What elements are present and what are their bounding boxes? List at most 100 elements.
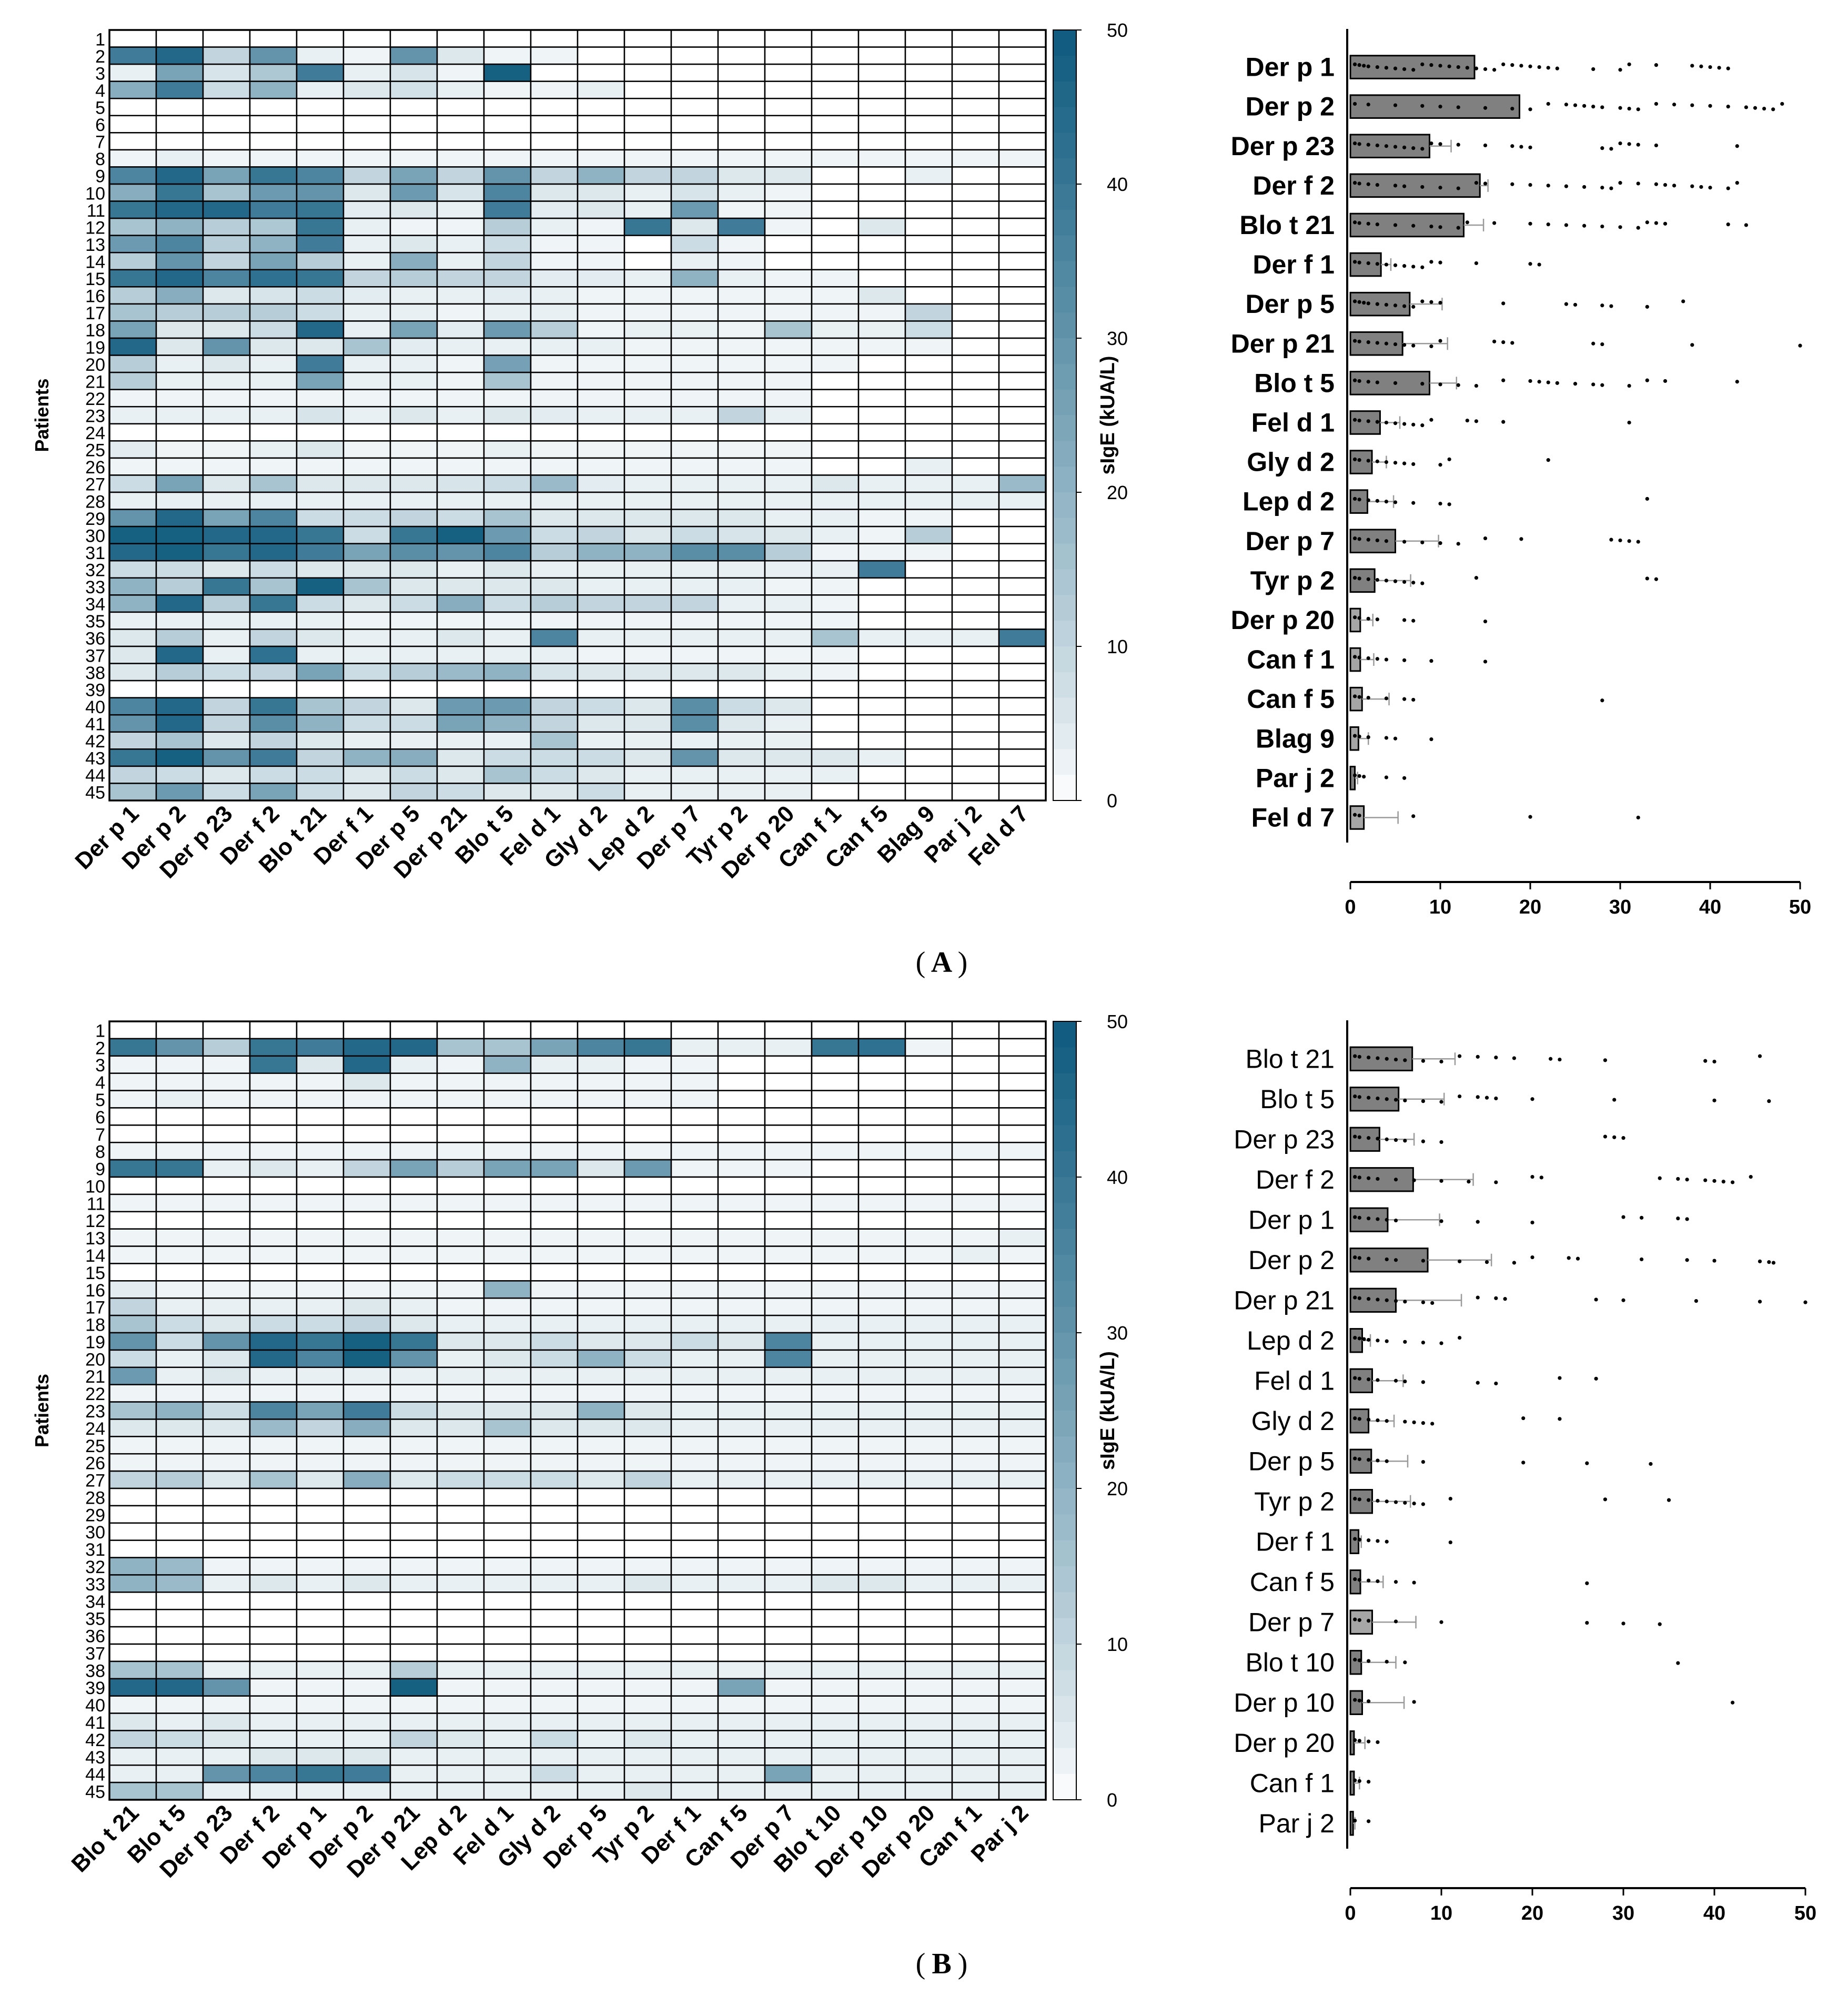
heatmap-cell — [623, 1090, 672, 1109]
heatmap-cell — [623, 1124, 672, 1143]
data-point — [1558, 1417, 1562, 1421]
heatmap-cell — [623, 1608, 672, 1628]
heatmap-cell — [202, 132, 251, 151]
heatmap-cell — [623, 1211, 672, 1230]
heatmap-cell — [483, 1072, 532, 1091]
data-point — [1393, 103, 1398, 107]
heatmap-cell — [811, 1349, 860, 1368]
heatmap-cell — [717, 1626, 766, 1645]
data-point — [1510, 144, 1514, 148]
heatmap-cell — [717, 697, 766, 716]
data-point — [1362, 1337, 1366, 1341]
heatmap-cell — [155, 509, 204, 528]
heatmap-cell — [811, 1730, 860, 1749]
data-point — [1636, 815, 1640, 820]
heatmap-cell — [904, 149, 953, 168]
heatmap-cell — [249, 337, 298, 356]
colorbar-step — [1053, 1021, 1076, 1048]
heatmap-cell — [296, 457, 345, 476]
heatmap-cell — [249, 509, 298, 528]
heatmap-cell — [577, 1418, 625, 1437]
data-point — [1411, 697, 1416, 702]
heatmap-cell — [998, 1747, 1047, 1766]
data-point — [1352, 102, 1357, 106]
data-point — [1352, 418, 1357, 422]
heatmap-cell — [904, 474, 953, 493]
data-point — [1375, 538, 1379, 543]
heatmap-cell — [577, 251, 625, 271]
heatmap-cell — [670, 1401, 719, 1420]
heatmap-cell — [249, 1141, 298, 1161]
heatmap-cell — [951, 29, 1000, 48]
data-point — [1375, 262, 1379, 266]
heatmap-cell — [623, 1505, 672, 1524]
colorbar-step — [1053, 646, 1076, 673]
heatmap-cell — [389, 1366, 438, 1385]
heatmap-cell — [530, 423, 579, 442]
heatmap-cell — [623, 1141, 672, 1161]
data-point — [1352, 496, 1357, 501]
heatmap-cell — [998, 132, 1047, 151]
data-point — [1699, 185, 1703, 189]
heatmap-cell — [811, 1678, 860, 1697]
data-point — [1476, 1055, 1480, 1059]
heatmap-cell — [108, 269, 157, 288]
heatmap-cell — [436, 1643, 485, 1663]
heatmap-cell — [436, 29, 485, 48]
heatmap-cell — [436, 389, 485, 408]
heatmap-cell — [249, 1228, 298, 1247]
category-label: Der p 5 — [1245, 289, 1335, 319]
heatmap-cell — [857, 217, 906, 236]
heatmap-cell — [577, 1124, 625, 1143]
heatmap-cell — [389, 1228, 438, 1247]
heatmap-cell — [436, 286, 485, 305]
heatmap-cell — [951, 1487, 1000, 1507]
heatmap-cell — [202, 1072, 251, 1091]
data-point — [1636, 540, 1640, 544]
colorbar-frame — [1053, 1021, 1077, 1800]
x-tick-label: 20 — [1521, 1902, 1543, 1924]
row-label: 28 — [85, 492, 105, 512]
data-point — [1429, 260, 1433, 264]
data-point — [1564, 103, 1568, 107]
heatmap-cell — [155, 354, 204, 373]
heatmap-cell — [342, 1107, 391, 1126]
heatmap-cell — [904, 80, 953, 99]
heatmap-cell — [577, 1539, 625, 1558]
colorbar-step — [1053, 1462, 1076, 1489]
heatmap-cell — [249, 663, 298, 682]
heatmap-cell — [670, 748, 719, 767]
heatmap-cell — [577, 1141, 625, 1161]
heatmap-cell — [483, 629, 532, 647]
data-point — [1384, 736, 1388, 740]
heatmap-cell — [342, 1695, 391, 1714]
data-point — [1357, 458, 1361, 462]
data-point — [1530, 1255, 1534, 1260]
heatmap-cell — [904, 1020, 953, 1040]
heatmap-cell — [296, 1781, 345, 1801]
data-point — [1438, 186, 1442, 190]
heatmap-cell — [998, 543, 1047, 562]
colorbar-step — [1053, 133, 1076, 159]
heatmap-cell — [483, 1505, 532, 1524]
heatmap-cell — [296, 166, 345, 185]
data-point — [1357, 537, 1361, 541]
row-label: 21 — [85, 372, 105, 392]
data-point — [1366, 498, 1370, 502]
heatmap-cell — [202, 1297, 251, 1316]
data-point — [1708, 65, 1712, 69]
heatmap-cell — [155, 1159, 204, 1178]
heatmap-cell — [296, 1211, 345, 1230]
data-point — [1384, 302, 1388, 307]
data-point — [1366, 103, 1370, 107]
heatmap-cell — [951, 1055, 1000, 1074]
data-point — [1393, 1258, 1398, 1262]
heatmap-cell — [857, 115, 906, 134]
heatmap-cell — [998, 46, 1047, 65]
data-point — [1717, 66, 1721, 70]
data-point — [1501, 301, 1506, 306]
heatmap-cell — [342, 1090, 391, 1109]
data-point — [1352, 457, 1357, 461]
heatmap-cell — [717, 183, 766, 202]
heatmap-cell — [342, 714, 391, 733]
